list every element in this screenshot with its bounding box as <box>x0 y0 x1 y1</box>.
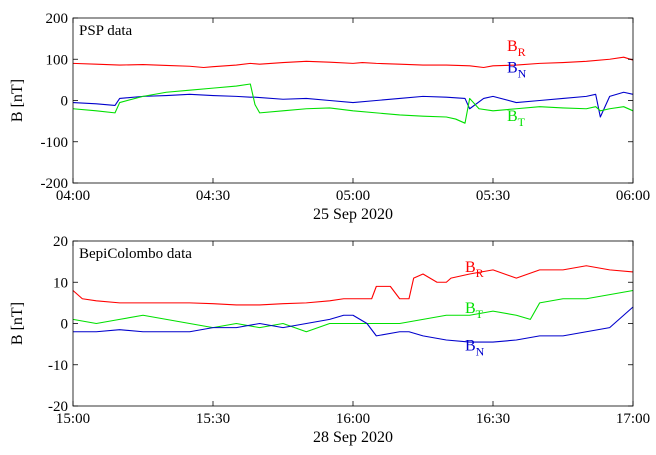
series-line-bn <box>72 91 634 118</box>
x-axis-label: 25 Sep 2020 <box>313 206 393 223</box>
series-label-bn: BN <box>465 337 485 358</box>
x-tick-label: 15:30 <box>196 411 230 427</box>
series-label-main: B <box>465 259 476 276</box>
x-tick-label: 04:00 <box>56 188 90 204</box>
series-label-subscript: R <box>518 45 526 59</box>
series-label-subscript: T <box>476 307 484 321</box>
y-tick-label: 0 <box>61 317 69 333</box>
y-tick-label: -10 <box>48 358 68 374</box>
x-tick-label: 16:30 <box>476 411 510 427</box>
x-tick-label: 06:00 <box>616 188 650 204</box>
series-label-main: B <box>465 337 476 354</box>
series-label-subscript: N <box>518 66 527 80</box>
y-axis-label: B [nT] <box>9 302 26 345</box>
series-label-bn: BN <box>507 59 527 80</box>
y-tick-label: 20 <box>53 234 68 250</box>
y-tick-label: -100 <box>41 135 69 151</box>
series-line-br <box>72 265 634 306</box>
y-tick-label: 100 <box>46 52 69 68</box>
y-tick-label: 10 <box>53 275 68 291</box>
series-label-main: B <box>507 108 518 125</box>
series-label-bt: BT <box>465 300 484 321</box>
series-line-bt <box>72 83 634 124</box>
series-label-subscript: R <box>476 266 484 280</box>
plot-frame <box>72 17 634 184</box>
series-line-bt <box>72 289 634 333</box>
panel-title: BepiColombo data <box>79 246 192 262</box>
x-tick-label: 05:00 <box>336 188 370 204</box>
x-tick-label: 05:30 <box>476 188 510 204</box>
series-label-main: B <box>465 300 476 317</box>
panel-title: PSP data <box>79 23 133 39</box>
x-tick-label: 16:00 <box>336 411 370 427</box>
y-tick-label: 0 <box>61 94 69 110</box>
series-label-subscript: N <box>476 344 485 358</box>
y-tick-label: -20 <box>48 399 68 415</box>
x-tick-label: 15:00 <box>56 411 90 427</box>
y-axis-label: B [nT] <box>9 79 26 122</box>
series-line-br <box>72 56 634 69</box>
series-label-subscript: T <box>518 115 526 129</box>
series-label-br: BR <box>507 38 526 59</box>
series-label-bt: BT <box>507 108 526 129</box>
x-tick-label: 17:00 <box>616 411 650 427</box>
series-line-bn <box>73 306 634 343</box>
y-tick-label: 200 <box>46 11 69 27</box>
panel-psp: 04:00 04:30 05:00 05:30 06:00 -200 -100 0 100 200… <box>9 11 650 223</box>
panel-bepicolombo: 15:00 15:30 16:00 16:30 17:00 -20 -10 0 10 20 Bepi… <box>9 234 650 446</box>
x-axis-label: 28 Sep 2020 <box>313 429 393 446</box>
x-tick-label: 04:30 <box>196 188 230 204</box>
series-label-main: B <box>507 38 518 55</box>
series-label-main: B <box>507 59 518 76</box>
series-label-br: BR <box>465 259 484 280</box>
y-tick-label: -200 <box>41 176 69 192</box>
